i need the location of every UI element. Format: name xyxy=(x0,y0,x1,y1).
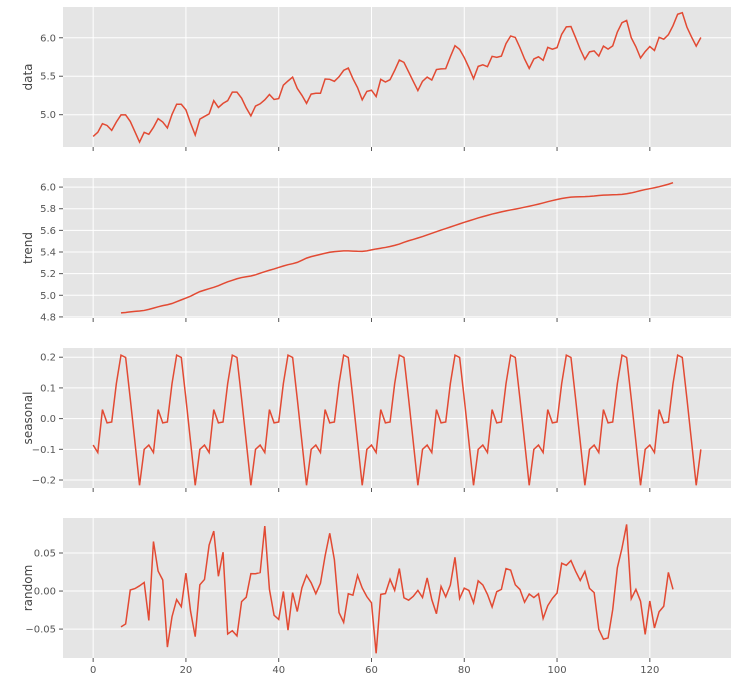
y-axis-label: seasonal xyxy=(21,392,35,445)
y-axis-label: random xyxy=(21,565,35,612)
y-tick-label: −0.2 xyxy=(32,476,56,487)
y-tick-label: 6.0 xyxy=(40,33,56,44)
plot-area xyxy=(63,7,731,147)
y-tick-label: 0.1 xyxy=(40,383,56,394)
y-tick-label: −0.05 xyxy=(25,625,56,636)
y-tick-label: 5.0 xyxy=(40,110,56,121)
plot-area xyxy=(63,518,731,658)
y-axis-label: data xyxy=(21,63,35,90)
y-tick-label: 5.0 xyxy=(40,291,56,302)
x-tick-label: 100 xyxy=(547,665,566,676)
panel-random: 0 20 40 60 80 100 120 −0.05 0.00 0.05 random xyxy=(21,518,731,676)
series-line-data xyxy=(92,11,702,144)
y-tick-label: 0.00 xyxy=(34,587,56,598)
panel-data: 5.0 5.5 6.0 data xyxy=(21,7,731,151)
x-tick-label: 120 xyxy=(640,665,659,676)
y-tick-label: 5.2 xyxy=(40,269,56,280)
y-tick-label: 5.8 xyxy=(40,204,56,215)
series-line-seasonal xyxy=(92,354,702,486)
y-tick-label: 5.6 xyxy=(40,226,56,237)
y-tick-label: 0.2 xyxy=(40,353,56,364)
y-tick-label: 4.8 xyxy=(40,312,56,323)
plot-area xyxy=(63,178,731,318)
y-tick-label: 5.5 xyxy=(40,72,56,83)
x-tick-label: 60 xyxy=(365,665,378,676)
x-tick-label: 80 xyxy=(458,665,471,676)
y-tick-label: 0.05 xyxy=(34,549,56,560)
panel-seasonal: −0.2 −0.1 0.0 0.1 0.2 seasonal xyxy=(21,348,731,492)
x-tick-label: 40 xyxy=(272,665,285,676)
x-tick-label: 20 xyxy=(180,665,193,676)
y-tick-label: −0.1 xyxy=(32,445,56,456)
series-line-trend xyxy=(120,181,674,314)
y-axis-label: trend xyxy=(21,232,35,264)
panel-trend: 4.8 5.0 5.2 5.4 5.6 5.8 6.0 trend xyxy=(21,178,731,323)
y-tick-label: 6.0 xyxy=(40,183,56,194)
y-tick-label: 5.4 xyxy=(40,248,56,259)
series-line-random xyxy=(120,524,674,654)
y-tick-label: 0.0 xyxy=(40,414,56,425)
x-tick-label: 0 xyxy=(90,665,96,676)
